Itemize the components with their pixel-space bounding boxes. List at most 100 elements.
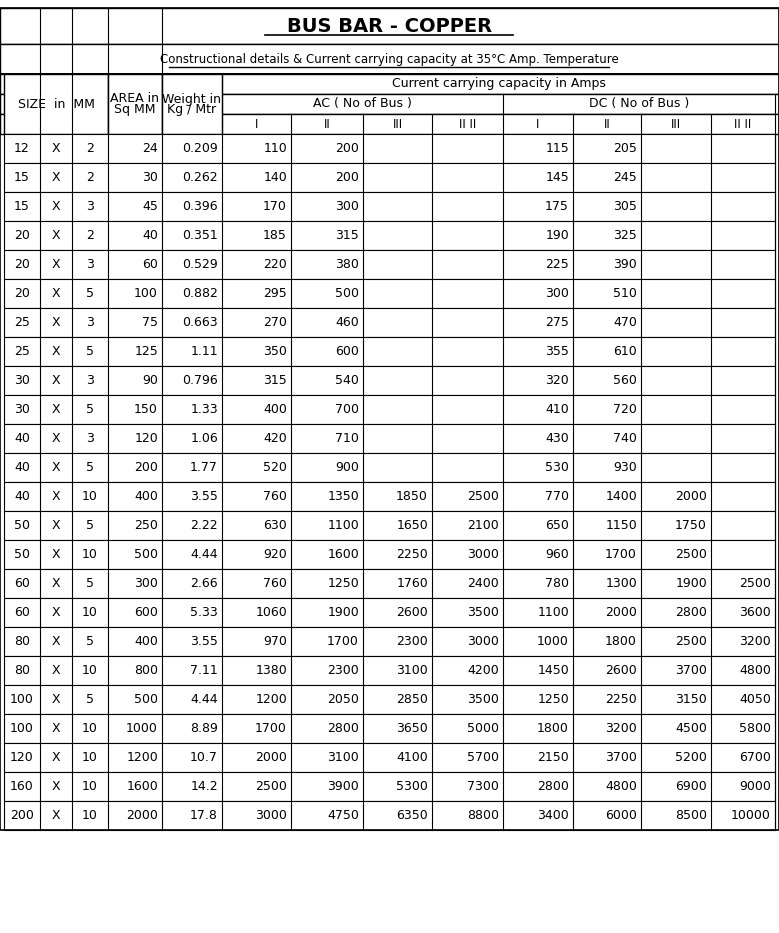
Text: 100: 100 xyxy=(10,693,34,706)
Text: 5: 5 xyxy=(86,287,94,300)
Text: 5200: 5200 xyxy=(675,751,707,764)
Text: 8500: 8500 xyxy=(675,809,707,822)
Text: 1000: 1000 xyxy=(126,722,158,735)
Text: 1380: 1380 xyxy=(256,664,287,677)
Text: 10: 10 xyxy=(82,751,98,764)
Bar xyxy=(4,453,775,482)
Text: 630: 630 xyxy=(263,519,287,532)
Bar xyxy=(4,540,775,569)
Text: 10.7: 10.7 xyxy=(190,751,218,764)
Text: 470: 470 xyxy=(613,316,637,329)
Text: 1700: 1700 xyxy=(327,635,359,648)
Text: 770: 770 xyxy=(545,490,569,503)
Text: 80: 80 xyxy=(14,664,30,677)
Text: 760: 760 xyxy=(263,577,287,590)
Text: 500: 500 xyxy=(134,693,158,706)
Text: 12: 12 xyxy=(14,142,30,155)
Bar xyxy=(4,308,775,337)
Text: 2000: 2000 xyxy=(605,606,637,619)
Text: 75: 75 xyxy=(142,316,158,329)
Text: 3500: 3500 xyxy=(467,606,499,619)
Text: 170: 170 xyxy=(263,200,287,213)
Bar xyxy=(4,134,775,163)
Text: 3: 3 xyxy=(86,200,94,213)
Text: 5: 5 xyxy=(86,519,94,532)
Text: 60: 60 xyxy=(142,258,158,271)
Bar xyxy=(0,8,779,44)
Text: 25: 25 xyxy=(14,316,30,329)
Text: 3900: 3900 xyxy=(327,780,359,793)
Text: 190: 190 xyxy=(545,229,569,242)
Text: 2850: 2850 xyxy=(397,693,428,706)
Text: X: X xyxy=(51,780,60,793)
Text: II II: II II xyxy=(735,118,752,131)
Text: 245: 245 xyxy=(613,171,637,184)
Bar xyxy=(4,569,775,598)
Text: II II: II II xyxy=(459,118,476,131)
Text: X: X xyxy=(51,374,60,387)
Text: X: X xyxy=(51,200,60,213)
Text: 780: 780 xyxy=(545,577,569,590)
Text: 1.06: 1.06 xyxy=(190,432,218,445)
Bar xyxy=(4,656,775,685)
Text: 7.11: 7.11 xyxy=(190,664,218,677)
Bar xyxy=(4,74,108,134)
Text: 9000: 9000 xyxy=(739,780,771,793)
Bar xyxy=(4,627,775,656)
Text: 2500: 2500 xyxy=(256,780,287,793)
Text: 4100: 4100 xyxy=(397,751,428,764)
Text: 40: 40 xyxy=(14,432,30,445)
Text: 2600: 2600 xyxy=(605,664,637,677)
Text: 420: 420 xyxy=(263,432,287,445)
Text: 10000: 10000 xyxy=(731,809,771,822)
Text: BUS BAR - COPPER: BUS BAR - COPPER xyxy=(287,17,492,35)
Text: Sq MM: Sq MM xyxy=(115,104,156,117)
Text: 10: 10 xyxy=(82,722,98,735)
Text: 100: 100 xyxy=(134,287,158,300)
Text: 930: 930 xyxy=(613,461,637,474)
Text: 3000: 3000 xyxy=(467,548,499,561)
Text: 5: 5 xyxy=(86,403,94,416)
Text: X: X xyxy=(51,345,60,358)
Bar xyxy=(4,482,775,511)
Text: 1400: 1400 xyxy=(605,490,637,503)
Text: 560: 560 xyxy=(613,374,637,387)
Text: 2: 2 xyxy=(86,229,94,242)
Text: 960: 960 xyxy=(545,548,569,561)
Text: 120: 120 xyxy=(134,432,158,445)
Text: 270: 270 xyxy=(263,316,287,329)
Text: 2150: 2150 xyxy=(538,751,569,764)
Text: III: III xyxy=(393,118,403,131)
Text: 510: 510 xyxy=(613,287,637,300)
Text: Weight in: Weight in xyxy=(163,92,221,105)
Text: 2: 2 xyxy=(86,171,94,184)
Text: X: X xyxy=(51,229,60,242)
Text: X: X xyxy=(51,519,60,532)
Text: 1850: 1850 xyxy=(397,490,428,503)
Text: 275: 275 xyxy=(545,316,569,329)
Text: 20: 20 xyxy=(14,258,30,271)
Text: 400: 400 xyxy=(134,635,158,648)
Text: 380: 380 xyxy=(335,258,359,271)
Text: 2250: 2250 xyxy=(605,693,637,706)
Text: X: X xyxy=(51,258,60,271)
Text: 10: 10 xyxy=(82,490,98,503)
Text: Constructional details & Current carrying capacity at 35°C Amp. Temperature: Constructional details & Current carryin… xyxy=(160,52,619,65)
Bar xyxy=(0,74,779,830)
Text: 1250: 1250 xyxy=(327,577,359,590)
Text: AREA in: AREA in xyxy=(111,92,160,105)
Text: 1150: 1150 xyxy=(605,519,637,532)
Text: 30: 30 xyxy=(142,171,158,184)
Bar xyxy=(4,598,775,627)
Text: 2500: 2500 xyxy=(675,548,707,561)
Bar xyxy=(4,395,775,424)
Bar xyxy=(162,74,222,134)
Text: 2.22: 2.22 xyxy=(190,519,218,532)
Text: 3150: 3150 xyxy=(675,693,707,706)
Text: 5800: 5800 xyxy=(739,722,771,735)
Text: 200: 200 xyxy=(10,809,34,822)
Text: 7300: 7300 xyxy=(467,780,499,793)
Text: II: II xyxy=(604,118,611,131)
Text: 145: 145 xyxy=(545,171,569,184)
Text: 2000: 2000 xyxy=(675,490,707,503)
